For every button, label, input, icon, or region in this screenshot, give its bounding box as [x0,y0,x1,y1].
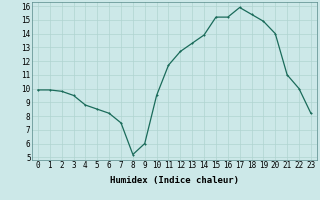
X-axis label: Humidex (Indice chaleur): Humidex (Indice chaleur) [110,176,239,185]
